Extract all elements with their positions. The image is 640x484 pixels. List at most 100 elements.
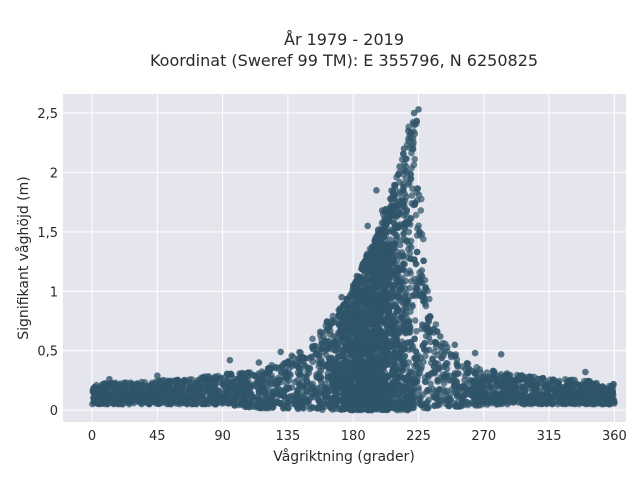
data-point (392, 337, 399, 344)
data-point (374, 232, 381, 239)
data-point (155, 401, 162, 408)
data-point (357, 297, 364, 304)
data-point (611, 397, 618, 404)
data-point (425, 372, 432, 379)
data-point (491, 369, 498, 376)
data-point (444, 344, 451, 351)
data-point (127, 395, 134, 402)
data-point (196, 389, 203, 396)
data-point (421, 340, 428, 347)
data-point (420, 258, 427, 265)
data-point (433, 394, 440, 401)
data-point (465, 370, 472, 377)
data-point (417, 277, 424, 284)
data-point (422, 378, 429, 385)
data-point (566, 380, 573, 387)
data-point (384, 291, 391, 298)
data-point (416, 192, 423, 199)
data-point (454, 361, 461, 368)
data-point (259, 368, 266, 375)
data-point (372, 238, 379, 245)
data-point (418, 207, 425, 214)
data-point (334, 374, 341, 381)
data-point (420, 236, 427, 243)
data-point (300, 354, 307, 361)
data-point (208, 382, 215, 389)
data-point (432, 339, 439, 346)
data-point (419, 267, 426, 274)
data-point (257, 377, 264, 384)
data-point (308, 386, 315, 393)
data-point (268, 393, 275, 400)
data-point (546, 385, 553, 392)
data-point (411, 162, 418, 169)
data-point (233, 378, 240, 385)
data-point (417, 395, 424, 402)
data-point (408, 215, 415, 222)
data-point (283, 375, 290, 382)
data-point (364, 251, 371, 258)
data-point (407, 171, 414, 178)
data-point (451, 371, 458, 378)
data-point (176, 378, 183, 385)
data-point (292, 399, 299, 406)
data-point (317, 398, 324, 405)
data-point (266, 365, 273, 372)
data-point (359, 266, 366, 273)
data-point (415, 222, 422, 229)
data-point (406, 319, 413, 326)
data-point (392, 224, 399, 231)
data-point (431, 369, 438, 376)
data-point (402, 236, 409, 243)
data-point (376, 325, 383, 332)
data-point (442, 372, 449, 379)
data-point (207, 377, 214, 384)
data-point (334, 387, 341, 394)
data-point (451, 382, 458, 389)
data-point (535, 394, 542, 401)
data-point (413, 328, 420, 335)
data-point (411, 156, 418, 163)
data-point (414, 185, 421, 192)
data-point (485, 374, 492, 381)
data-point (361, 289, 368, 296)
data-point (146, 401, 153, 408)
data-point (342, 342, 349, 349)
data-point (334, 344, 341, 351)
data-point (434, 377, 441, 384)
data-point (237, 383, 244, 390)
data-point (390, 208, 397, 215)
data-point (343, 384, 350, 391)
data-point (181, 396, 188, 403)
data-point (447, 397, 454, 404)
data-point (412, 199, 419, 206)
data-point (583, 392, 590, 399)
data-point (528, 374, 535, 381)
data-point (555, 380, 562, 387)
data-point (425, 315, 432, 322)
data-point (277, 401, 284, 408)
data-point (508, 391, 515, 398)
data-point (406, 268, 413, 275)
data-point (532, 385, 539, 392)
data-point (362, 274, 369, 281)
data-point (424, 387, 431, 394)
data-point (519, 400, 526, 407)
data-point (393, 232, 400, 239)
data-point (350, 406, 357, 413)
data-point (453, 390, 460, 397)
data-point (314, 405, 321, 412)
data-point (322, 394, 329, 401)
data-point (307, 395, 314, 402)
data-point (365, 268, 372, 275)
data-point (224, 377, 231, 384)
data-point (401, 359, 408, 366)
data-point (240, 397, 247, 404)
data-point (341, 397, 348, 404)
data-point (254, 402, 261, 409)
data-point (413, 118, 420, 125)
data-point (453, 402, 460, 409)
data-point (396, 294, 403, 301)
data-point (585, 378, 592, 385)
